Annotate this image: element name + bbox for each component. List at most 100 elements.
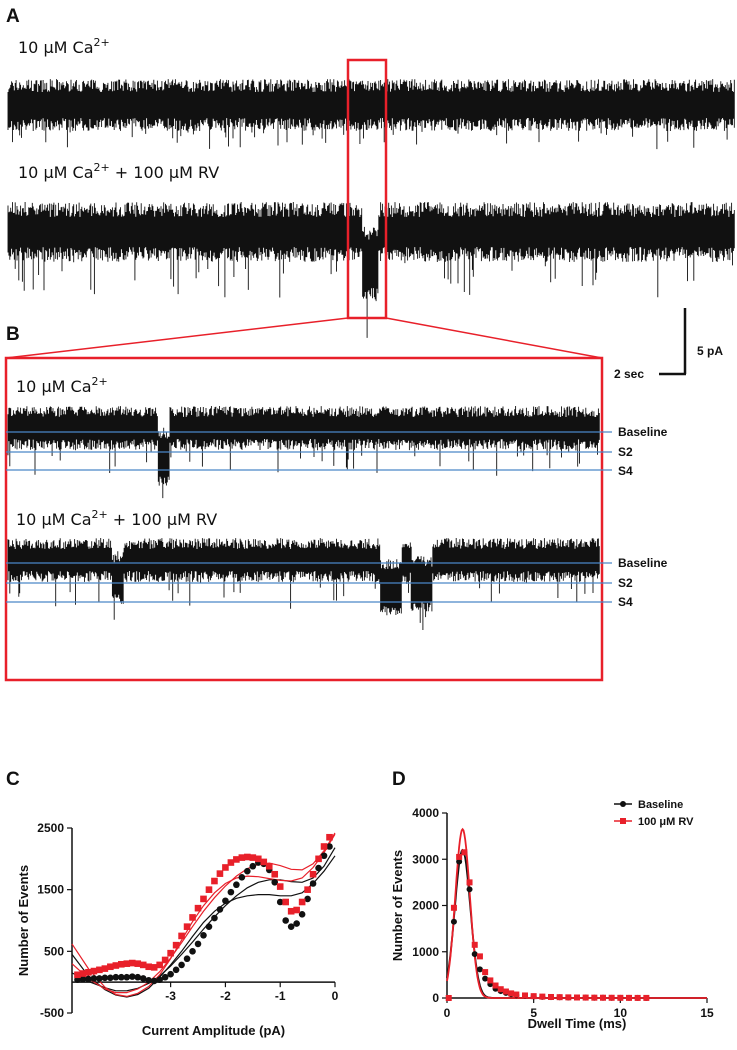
data-point	[617, 994, 624, 1001]
data-point	[574, 994, 580, 1001]
zoom-connector-right	[385, 317, 603, 359]
panel-d-label: D	[392, 769, 406, 790]
data-point	[244, 867, 251, 875]
data-point	[178, 932, 185, 940]
data-point	[101, 965, 109, 972]
data-point	[298, 898, 306, 906]
fit-curve	[446, 827, 707, 999]
scale-bar	[659, 308, 687, 376]
data-point	[150, 964, 158, 971]
data-point	[282, 898, 289, 906]
data-point	[497, 986, 504, 993]
data-point	[522, 992, 528, 999]
chart-c: -500 500 1500 2500 -3 -2 -1 0 Current Amplitude …	[16, 821, 339, 1038]
zoom-region-box	[346, 58, 388, 320]
data-point	[172, 941, 180, 949]
y-tick-label: 1500	[37, 883, 64, 897]
level-baseline-label: Baseline	[618, 556, 668, 570]
legend-marker	[620, 801, 626, 807]
data-point	[183, 955, 191, 963]
data-point	[79, 975, 87, 983]
data-point	[134, 960, 142, 967]
fit-curve	[71, 832, 336, 994]
trace-path	[7, 538, 600, 630]
data-point	[172, 966, 180, 974]
data-point	[466, 879, 473, 886]
data-point	[249, 854, 257, 861]
data-point	[502, 988, 509, 995]
data-point	[90, 975, 98, 982]
data-point	[320, 852, 328, 860]
y-tick-label: 4000	[412, 806, 439, 820]
y-axis-label: Number of Events	[390, 850, 405, 961]
data-point	[265, 862, 273, 870]
data-point	[293, 906, 300, 914]
trace-rv-long	[7, 202, 735, 338]
scale-current-label: 5 pA	[697, 344, 723, 358]
data-point	[167, 949, 174, 957]
data-point	[211, 877, 218, 885]
trace-control-long	[7, 79, 735, 150]
data-point	[238, 854, 246, 861]
data-point	[216, 870, 224, 877]
level-s2-label: S2	[618, 576, 633, 590]
fit-curve	[71, 847, 336, 992]
data-point	[456, 858, 463, 865]
x-tick-label: 15	[700, 1006, 714, 1020]
data-point	[222, 897, 229, 905]
panel-b-frame	[4, 356, 604, 682]
data-point	[161, 973, 169, 981]
y-tick-label: 3000	[412, 852, 439, 866]
data-point	[513, 991, 520, 998]
data-point	[156, 961, 163, 969]
data-point	[445, 995, 452, 1001]
data-point	[309, 880, 317, 887]
data-point	[96, 975, 103, 982]
data-point	[211, 914, 218, 922]
data-point	[254, 855, 262, 863]
data-point	[194, 940, 202, 948]
data-point	[271, 878, 279, 886]
panel-a-condition-2: 10 μM Ca2+ + 100 μM RV	[18, 161, 219, 182]
data-point	[287, 907, 295, 915]
level-lines-top	[6, 431, 612, 471]
data-point	[326, 843, 333, 850]
data-point	[139, 961, 147, 969]
trace-path	[7, 202, 735, 338]
data-point	[556, 994, 563, 1001]
trace-rv-zoom	[7, 538, 600, 630]
fit-curve	[71, 833, 336, 998]
data-point	[304, 895, 311, 903]
legend-label: Baseline	[638, 799, 683, 811]
data-point	[271, 870, 279, 878]
data-point	[85, 975, 92, 983]
panel-b-condition-2: 10 μM Ca2+ + 100 μM RV	[16, 508, 217, 529]
data-point	[482, 975, 489, 982]
data-point	[591, 994, 598, 1001]
data-point	[326, 833, 333, 841]
x-tick-label: -1	[275, 989, 286, 1003]
data-point	[205, 923, 213, 930]
data-point	[161, 956, 169, 964]
y-tick-label: 500	[44, 944, 64, 958]
level-baseline-label: Baseline	[618, 425, 668, 439]
trace-control-zoom	[7, 406, 600, 499]
x-axis-label: Current Amplitude (pA)	[142, 1023, 285, 1038]
x-tick-label: 0	[332, 989, 339, 1003]
data-point	[189, 914, 196, 921]
data-point	[233, 856, 240, 863]
data-point	[643, 994, 650, 1001]
data-point	[309, 870, 317, 878]
y-tick-label: 2000	[412, 899, 439, 913]
data-point	[128, 973, 136, 980]
data-point	[74, 971, 81, 979]
data-point	[530, 993, 537, 1000]
panel-c-label: C	[6, 769, 20, 790]
data-point	[150, 977, 158, 985]
data-point	[608, 994, 615, 1001]
data-point	[101, 974, 109, 982]
data-point	[123, 960, 131, 967]
data-point	[178, 961, 185, 969]
data-point	[600, 994, 606, 1001]
